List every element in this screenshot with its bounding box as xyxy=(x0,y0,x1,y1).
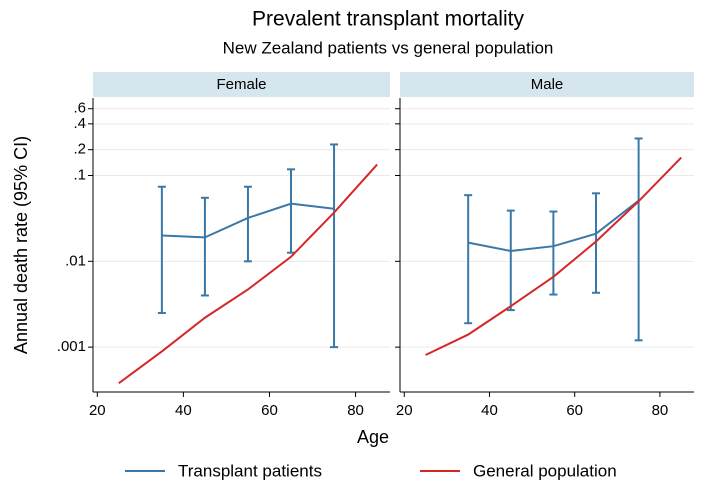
legend-label: General population xyxy=(473,461,617,480)
x-tick-label: 60 xyxy=(566,402,583,419)
panel-strip xyxy=(400,72,694,97)
legend-label: Transplant patients xyxy=(178,461,322,480)
y-tick-label: .001 xyxy=(57,338,86,355)
chart-title: Prevalent transplant mortality xyxy=(252,8,524,31)
series-line xyxy=(467,199,640,252)
y-axis-label: Annual death rate (95% CI) xyxy=(11,136,31,354)
panel-strip xyxy=(93,72,390,97)
panel-title: Male xyxy=(531,76,564,93)
x-tick-label: 80 xyxy=(652,402,669,419)
panel-title: Female xyxy=(216,76,266,93)
y-tick-label: .1 xyxy=(73,166,86,183)
plot-area xyxy=(400,98,694,392)
y-tick-label: .01 xyxy=(65,252,86,269)
series-line xyxy=(118,163,378,384)
x-tick-label: 20 xyxy=(89,402,106,419)
x-tick-label: 80 xyxy=(347,402,364,419)
series-line xyxy=(425,156,682,356)
y-tick-label: .6 xyxy=(73,100,86,117)
plot-area xyxy=(93,98,390,392)
x-axis-label: Age xyxy=(357,427,389,447)
x-tick-label: 40 xyxy=(481,402,498,419)
series-line xyxy=(161,202,335,239)
x-tick-label: 20 xyxy=(396,402,413,419)
x-tick-label: 60 xyxy=(261,402,278,419)
y-tick-label: .4 xyxy=(73,115,86,132)
x-tick-label: 40 xyxy=(175,402,192,419)
y-tick-label: .2 xyxy=(73,141,86,158)
chart-subtitle: New Zealand patients vs general populati… xyxy=(223,38,554,57)
